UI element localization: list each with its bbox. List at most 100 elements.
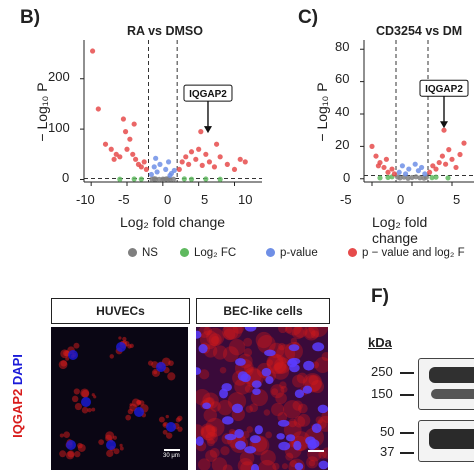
- data-point: [211, 164, 218, 170]
- nucleus: [302, 385, 313, 394]
- nucleus: [289, 363, 300, 373]
- iqgap2-signal: [165, 432, 173, 439]
- panel-c-title: CD3254 vs DM: [376, 24, 463, 38]
- annotation-arrowhead: [203, 126, 212, 134]
- nucleus: [66, 440, 76, 450]
- nucleus: [261, 367, 272, 377]
- kda-label: kDa: [368, 335, 392, 350]
- iqgap2-signal: [167, 372, 176, 381]
- data-point: [403, 171, 409, 177]
- iqgap2-signal: [237, 457, 254, 470]
- nucleus: [222, 416, 234, 425]
- legend-label: p-value: [280, 247, 318, 259]
- data-point: [161, 176, 167, 182]
- data-point: [373, 153, 379, 159]
- data-point: [457, 151, 463, 158]
- iqgap2-signal: [208, 333, 222, 347]
- data-point: [433, 166, 439, 172]
- nucleus: [198, 344, 208, 354]
- nucleus: [202, 402, 211, 410]
- data-point: [193, 156, 199, 162]
- iqgap2-signal: [288, 418, 297, 428]
- iqgap2-signal: [211, 457, 228, 470]
- data-point: [117, 154, 123, 160]
- data-point: [369, 143, 375, 149]
- nucleus: [294, 389, 305, 399]
- data-point: [111, 156, 117, 162]
- blot-membrane-upper: [418, 358, 474, 410]
- legend-item-ns: NS: [128, 247, 158, 259]
- iqgap2-signal: [220, 446, 230, 456]
- data-point: [413, 174, 419, 180]
- nucleus: [278, 441, 291, 451]
- iqgap2-signal: [314, 356, 328, 373]
- scale-bar: [164, 449, 180, 451]
- huvecs-micrograph: 30 μm: [51, 327, 188, 470]
- iqgap2-signal: [274, 357, 291, 374]
- data-point: [203, 151, 209, 157]
- nucleus: [166, 422, 176, 432]
- data-point: [389, 166, 395, 172]
- data-point: [461, 140, 467, 146]
- iqgap2-signal: [308, 327, 328, 338]
- data-point: [157, 161, 163, 167]
- nucleus: [68, 350, 78, 360]
- mw-marker: 250: [371, 364, 393, 379]
- iqgap2-signal: [304, 327, 316, 339]
- panel-b-title: RA vs DMSO: [127, 24, 203, 38]
- data-point: [429, 175, 435, 181]
- iqgap2-signal: [297, 403, 308, 414]
- data-point: [181, 176, 187, 182]
- data-point: [217, 176, 223, 182]
- nucleus: [196, 330, 202, 339]
- nucleus: [276, 433, 285, 440]
- data-point: [409, 174, 415, 181]
- bec-micrograph-image: [196, 327, 328, 470]
- data-point: [127, 136, 133, 142]
- iqgap2-signal: [73, 342, 80, 349]
- side-label-dapi: DAPI: [10, 354, 25, 386]
- iqgap2-signal: [127, 344, 132, 349]
- iqgap2-signal: [243, 337, 253, 347]
- volcano-legend: NS Log₂ FC p-value p − value and log₂ F: [128, 247, 474, 265]
- iqgap2-signal: [271, 402, 285, 417]
- iqgap2-signal: [290, 337, 298, 345]
- iqgap2-signal: [81, 406, 89, 414]
- iqgap2-signal: [59, 433, 64, 438]
- nucleus: [277, 419, 290, 427]
- iqgap2-signal: [127, 408, 134, 415]
- iqgap2-signal: [63, 350, 70, 357]
- iqgap2-signal: [139, 400, 145, 406]
- legend-item-both: p − value and log₂ F: [348, 247, 465, 259]
- iqgap2-signal: [211, 335, 220, 345]
- panel-c-xtick: 5: [453, 192, 461, 207]
- nucleus: [234, 428, 244, 439]
- data-point: [422, 171, 428, 177]
- data-point: [179, 159, 185, 165]
- nucleus: [196, 436, 204, 447]
- data-point: [133, 156, 139, 162]
- iqgap2-signal: [278, 327, 288, 334]
- blot-band: [429, 367, 474, 383]
- panel-b-letter: B): [20, 7, 41, 28]
- iqgap2-signal: [223, 327, 243, 340]
- iqgap2-signal: [59, 450, 67, 458]
- data-point: [436, 159, 442, 166]
- iqgap2-signal: [292, 400, 303, 411]
- nucleus: [116, 342, 126, 352]
- data-point: [231, 166, 238, 173]
- panel-c-xtick: -5: [340, 192, 352, 207]
- iqgap2-signal: [244, 364, 253, 373]
- data-point: [224, 161, 230, 167]
- nucleus: [81, 397, 91, 407]
- iqgap2-signal: [210, 401, 221, 412]
- iqgap2-signal: [196, 424, 204, 438]
- iqgap2-signal: [228, 339, 246, 356]
- nucleus: [196, 367, 202, 375]
- side-label-iqgap2: IQGAP2: [10, 388, 25, 438]
- mw-tick: [400, 372, 414, 374]
- data-point: [199, 162, 205, 168]
- data-point: [131, 121, 137, 127]
- blot-band: [429, 429, 474, 449]
- scale-bar: [308, 450, 324, 452]
